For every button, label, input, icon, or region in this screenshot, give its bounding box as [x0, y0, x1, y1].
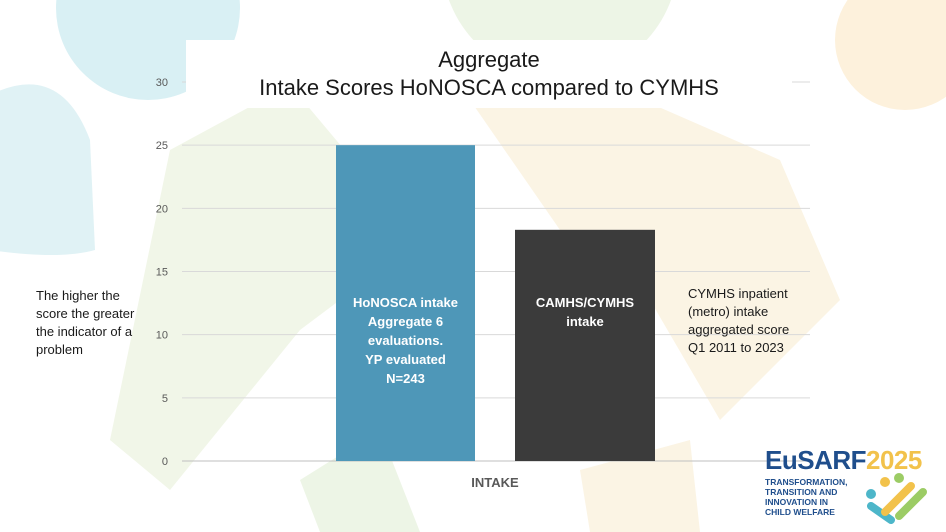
y-tick-label: 5	[162, 393, 168, 405]
logo-mark-icon	[866, 473, 927, 524]
logo-tagline: TRANSFORMATION, TRANSITION AND INNOVATIO…	[765, 477, 847, 517]
honosca-label-line: evaluations.	[367, 333, 444, 348]
y-tick-label: 0	[162, 456, 168, 468]
y-tick-label: 10	[156, 330, 168, 342]
x-axis-label: INTAKE	[471, 475, 519, 490]
chart-title-line-1: Aggregate	[438, 47, 540, 72]
cymhs-label-line: intake	[566, 314, 604, 329]
logo-tagline-line: TRANSITION AND	[765, 487, 838, 497]
left-annotation: The higher the score the greater the ind…	[36, 288, 135, 357]
logo-tagline-line: CHILD WELFARE	[765, 507, 835, 517]
logo-tagline-line: INNOVATION IN	[765, 497, 828, 507]
logo-name-part1: EuSARF	[765, 445, 867, 475]
honosca-label-line: N=243	[386, 371, 425, 386]
honosca-label-line: HoNOSCA intake	[353, 295, 458, 310]
gridlines	[182, 81, 810, 462]
eusarf-logo: EuSARF2025 TRANSFORMATION, TRANSITION AN…	[765, 446, 935, 526]
chart-title: Aggregate Intake Scores HoNOSCA compared…	[186, 40, 792, 108]
honosca-bar-label: HoNOSCA intake Aggregate 6 evaluations. …	[336, 293, 475, 388]
right-annotation: CYMHS inpatient (metro) intake aggregate…	[688, 286, 790, 355]
bars	[336, 145, 655, 461]
cymhs-bar-label: CAMHS/CYMHS intake	[515, 293, 655, 331]
y-axis-ticks: 0 5 10 15 20 25 30	[156, 77, 168, 468]
y-tick-label: 20	[156, 203, 168, 215]
y-tick-label: 30	[156, 77, 168, 89]
y-tick-label: 15	[156, 267, 168, 279]
cymhs-bar	[515, 229, 655, 461]
logo-name: EuSARF2025	[765, 446, 922, 474]
honosca-label-line: YP evaluated	[365, 352, 446, 367]
logo-tagline-line: TRANSFORMATION,	[765, 477, 848, 487]
y-tick-label: 25	[156, 140, 168, 152]
logo-name-part2: 2025	[866, 445, 922, 475]
cymhs-label-line: CAMHS/CYMHS	[535, 295, 635, 310]
chart-title-line-2: Intake Scores HoNOSCA compared to CYMHS	[259, 75, 719, 100]
honosca-bar	[336, 145, 475, 461]
honosca-label-line: Aggregate 6	[367, 314, 444, 329]
